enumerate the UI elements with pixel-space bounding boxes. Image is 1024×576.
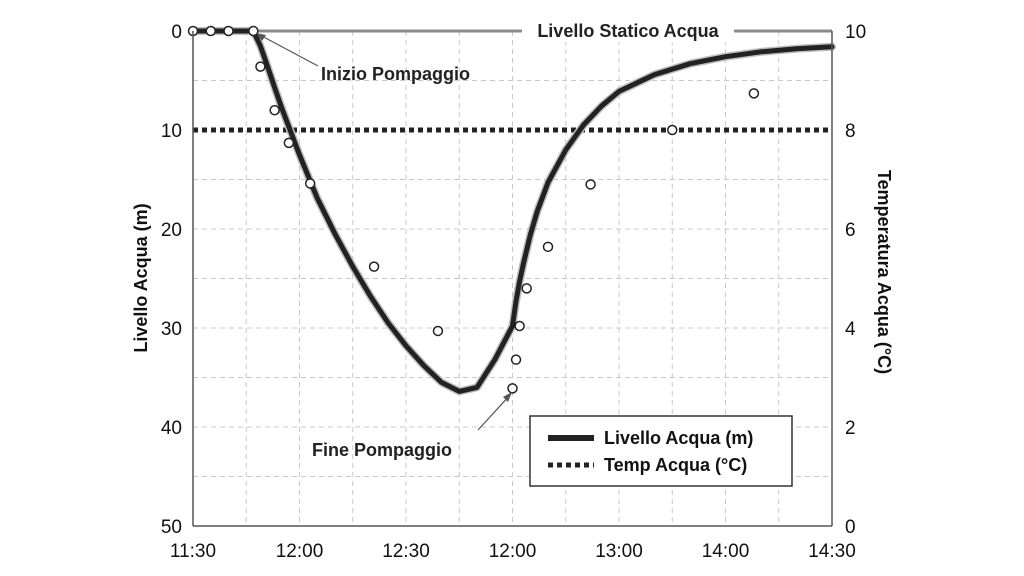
left-tick-label: 30 xyxy=(161,319,182,340)
right-tick-label: 4 xyxy=(845,319,856,340)
right-tick-label: 6 xyxy=(845,220,856,241)
right-tick-label: 8 xyxy=(845,121,856,142)
water-level-point xyxy=(748,88,760,99)
water-level-point xyxy=(304,178,316,189)
x-tick-label: 12:00 xyxy=(489,541,537,562)
legend: Livello Acqua (m) Temp Acqua (°C) xyxy=(529,415,793,487)
water-level-point xyxy=(255,61,266,72)
start-pumping-annotation: Inizio Pompaggio xyxy=(321,64,470,84)
end-pumping-arrow xyxy=(477,393,512,431)
start-pumping-arrowhead xyxy=(256,33,266,41)
water-level-point xyxy=(432,325,444,337)
water-level-point xyxy=(514,320,525,332)
axes xyxy=(192,31,833,527)
static-level-label: Livello Statico Acqua xyxy=(537,21,719,41)
left-tick-label: 40 xyxy=(161,418,182,439)
right-tick-label: 2 xyxy=(845,418,856,439)
left-tick-label: 0 xyxy=(171,22,182,43)
water-level-point xyxy=(667,124,678,136)
start-pumping-arrow xyxy=(257,33,319,67)
legend-label-level: Livello Acqua (m) xyxy=(604,428,753,448)
left-tick-label: 50 xyxy=(161,517,182,538)
left-axis-title: Livello Acqua (m) xyxy=(131,203,151,352)
water-level-point xyxy=(223,25,234,37)
x-tick-label: 11:30 xyxy=(170,541,216,562)
water-level-point xyxy=(521,283,532,294)
water-level-point xyxy=(283,137,295,149)
water-level-point xyxy=(269,104,280,116)
right-axis-title: Temperatura Acqua (°C) xyxy=(874,170,894,374)
x-tick-label: 12:30 xyxy=(382,541,430,562)
water-level-point xyxy=(510,354,522,365)
right-tick-label: 0 xyxy=(845,517,856,538)
water-level-point xyxy=(368,261,380,272)
legend-box xyxy=(529,415,793,487)
left-tick-label: 10 xyxy=(161,121,182,142)
static-level-label-bg xyxy=(522,20,734,42)
x-tick-label: 14:00 xyxy=(702,541,750,562)
water-level-line xyxy=(190,28,835,394)
water-level-point xyxy=(585,179,596,190)
tick-labels: 0 10 20 30 40 50 0 2 4 6 8 10 11:30 12:00 12:30 12:00 13… xyxy=(161,22,866,562)
end-pumping-arrowhead xyxy=(503,392,512,402)
x-tick-label: 14:30 xyxy=(808,541,856,562)
water-level-point xyxy=(542,241,554,253)
legend-label-temp: Temp Acqua (°C) xyxy=(604,455,747,475)
x-tick-label: 13:00 xyxy=(595,541,643,562)
right-tick-label: 10 xyxy=(845,22,866,43)
water-level-point xyxy=(248,25,259,37)
water-level-point xyxy=(205,25,216,37)
water-level-point xyxy=(507,383,518,394)
left-tick-label: 20 xyxy=(161,220,182,241)
water-level-series xyxy=(189,27,836,396)
end-pumping-annotation: Fine Pompaggio xyxy=(312,440,452,460)
x-tick-label: 12:00 xyxy=(276,541,324,562)
